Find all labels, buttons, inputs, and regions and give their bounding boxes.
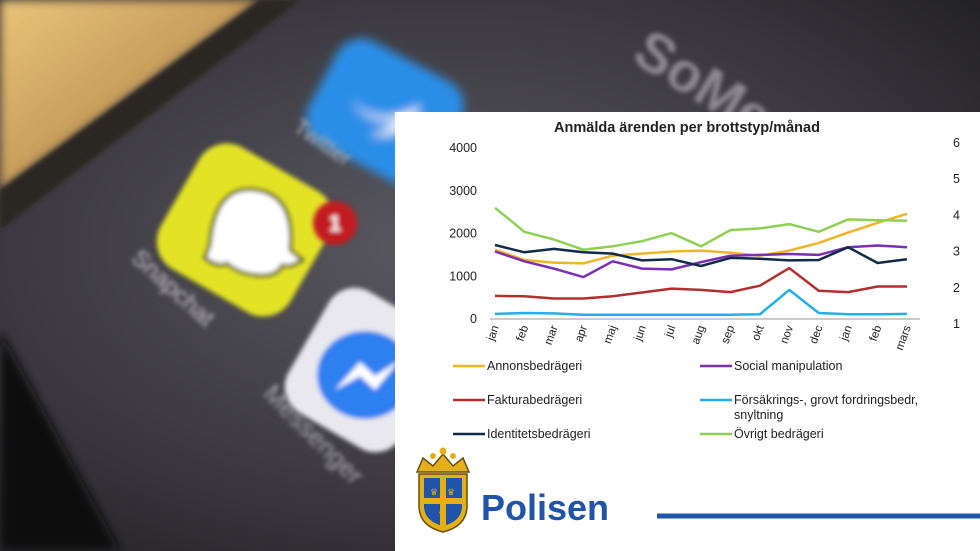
- x-tick-label: jan: [485, 324, 502, 343]
- x-tick-label: okt: [750, 323, 767, 342]
- secondary-y-tick-label: 3: [953, 245, 960, 259]
- secondary-y-tick-label: 2: [953, 281, 960, 295]
- x-tick-label: mar: [543, 324, 561, 347]
- line-chart: Anmälda ärenden per brottstyp/månad 0 100…: [415, 120, 980, 533]
- x-tick-label: jan: [838, 324, 855, 343]
- series-line-1: [494, 244, 908, 279]
- x-tick-label: feb: [514, 324, 531, 343]
- y-tick-label: 2000: [449, 227, 477, 241]
- x-tick-label: mars: [894, 324, 914, 352]
- svg-text:♛: ♛: [430, 487, 438, 497]
- x-tick-label: feb: [868, 324, 885, 343]
- secondary-y-tick-label: 6: [953, 136, 960, 150]
- messenger-bolt-icon: [335, 360, 400, 390]
- secondary-y-tick-label: 4: [953, 208, 960, 222]
- series-line-5: [494, 206, 908, 251]
- legend-label: Fakturabedrägeri: [487, 393, 582, 407]
- series-line-0: [494, 212, 908, 265]
- y-tick-label: 0: [470, 312, 477, 326]
- series-line-2: [494, 266, 907, 300]
- y-tick-label: 1000: [449, 269, 477, 283]
- legend-label: Övrigt bedrägeri: [734, 427, 824, 441]
- x-tick-label: jun: [632, 324, 649, 343]
- snapchat-notification-badge: 1: [313, 201, 357, 245]
- x-tick-label: dec: [808, 324, 826, 346]
- y-tick-label: 3000: [449, 184, 477, 198]
- snapchat-app-icon: [156, 143, 334, 317]
- svg-text:♛: ♛: [447, 487, 455, 497]
- y-tick-label: 4000: [449, 141, 477, 155]
- legend-label: Identitetsbedrägeri: [487, 427, 591, 441]
- ghost-icon: [203, 188, 305, 277]
- legend-label: Annonsbedrägeri: [487, 359, 582, 373]
- x-tick-label: sep: [720, 324, 738, 346]
- brand-name: Polisen: [481, 487, 609, 528]
- x-tick-label: jul: [663, 324, 679, 340]
- x-tick-label: apr: [573, 324, 590, 344]
- secondary-y-tick-label: 5: [953, 172, 960, 186]
- x-tick-label: maj: [602, 324, 620, 346]
- svg-text:♛: ♛: [438, 509, 446, 519]
- series-line-3: [494, 288, 908, 316]
- police-crest-logo: ♛ ♛ ♛: [415, 447, 471, 533]
- svg-text:1: 1: [329, 211, 341, 236]
- secondary-y-tick-label: 1: [953, 317, 960, 331]
- x-tick-label: aug: [690, 324, 708, 346]
- legend-label: Social manipulation: [734, 359, 842, 373]
- series-line-4: [494, 243, 908, 268]
- chart-card: Anmälda ärenden per brottstyp/månad 0 100…: [395, 112, 980, 551]
- x-tick-label: nov: [778, 324, 796, 346]
- chart-title: Anmälda ärenden per brottstyp/månad: [554, 120, 820, 136]
- legend-label: Försäkrings-, grovt fordringsbedr, snyltn…: [734, 393, 918, 422]
